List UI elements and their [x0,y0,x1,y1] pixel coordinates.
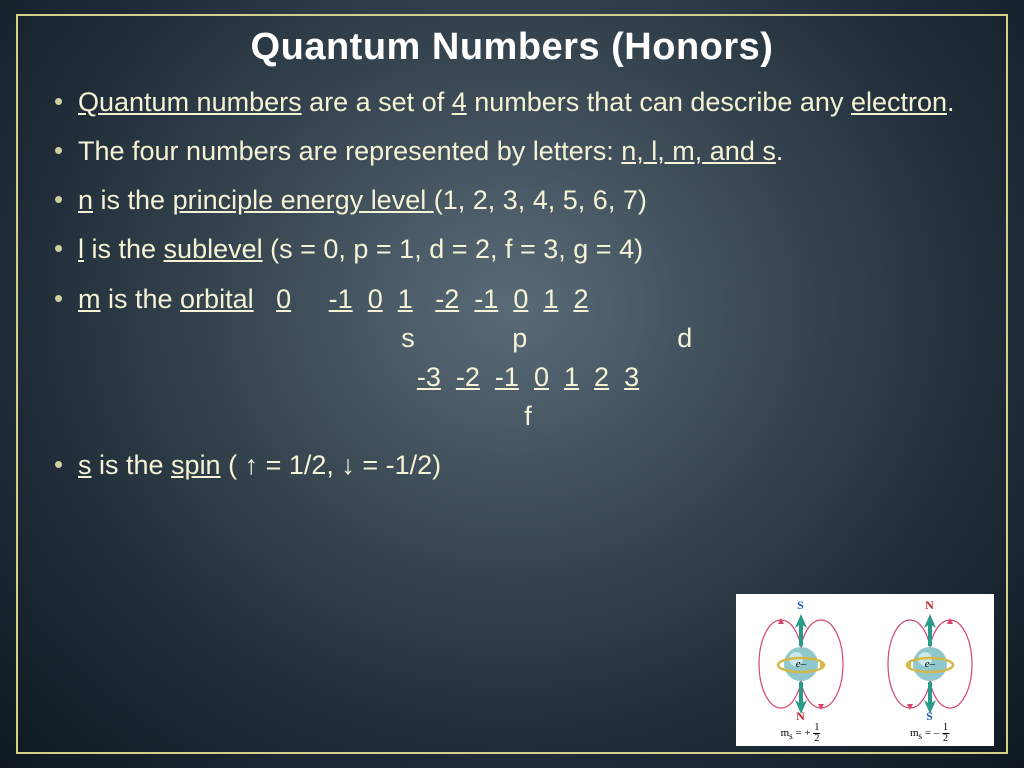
spin-up-icon: e– [746,610,856,718]
bullet-1: Quantum numbers are a set of 4 numbers t… [46,83,978,122]
b6-t4: ( ↑ = 1/2, ↓ = -1/2) [221,450,442,480]
bullet-5: m is the orbital 0 -1 0 1 -2 -1 0 1 2 s … [46,280,978,437]
b1-t4: numbers that can describe any [467,87,851,117]
spin-diagram: S e– N ms = + 12 N [736,594,994,746]
b2-t3: . [776,136,784,166]
spin-down-panel: N e– S ms = – 12 [865,594,994,746]
b5-f-vals: -3 -2 -1 0 1 2 3 [78,358,978,397]
b4-t4: (s = 0, p = 1, d = 2, f = 3, g = 4) [263,234,643,264]
b4-sublevel: sublevel [164,234,263,264]
b6-spin: spin [171,450,221,480]
b3-pel: principle energy level [173,185,434,215]
b4-t2: is the [84,234,164,264]
b3-t2: is the [93,185,173,215]
b1-electron: electron [851,87,947,117]
b3-t4: (1, 2, 3, 4, 5, 6, 7) [434,185,647,215]
b2-t1: The four numbers are represented by lett… [78,136,621,166]
bullet-3: n is the principle energy level (1, 2, 3… [46,181,978,220]
svg-text:e–: e– [924,658,935,670]
b1-t2: are a set of [302,87,452,117]
b5-f-row: f [78,397,978,436]
spin-up-ms-label: ms = + 12 [781,723,821,744]
bullet-list: Quantum numbers are a set of 4 numbers t… [46,83,978,485]
b1-quantum-numbers: Quantum numbers [78,87,302,117]
spin-up-panel: S e– N ms = + 12 [736,594,865,746]
spin-down-ms-label: ms = – 12 [910,723,949,744]
b1-four: 4 [452,87,467,117]
bullet-4: l is the sublevel (s = 0, p = 1, d = 2, … [46,230,978,269]
b6-t2: is the [92,450,172,480]
spin-down-bot-pole: S [926,709,933,724]
b5-row1: m is the orbital 0 -1 0 1 -2 -1 0 1 2 [78,284,588,314]
bullet-6: s is the spin ( ↑ = 1/2, ↓ = -1/2) [46,446,978,485]
spin-up-bot-pole: N [796,709,805,724]
svg-text:e–: e– [795,658,806,670]
spin-down-icon: e– [875,610,985,718]
b5-spd-row: s p d [78,319,978,358]
b2-letters: n, l, m, and s [621,136,776,166]
bullet-2: The four numbers are represented by lett… [46,132,978,171]
b6-s: s [78,450,92,480]
b3-n: n [78,185,93,215]
b1-t6: . [947,87,955,117]
slide-title: Quantum Numbers (Honors) [46,26,978,69]
